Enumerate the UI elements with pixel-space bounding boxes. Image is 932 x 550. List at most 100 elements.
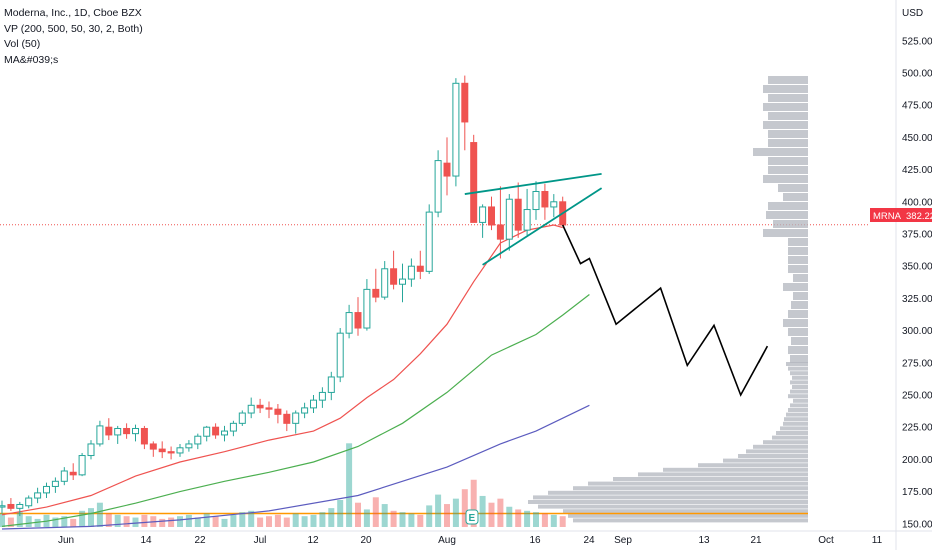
candle-body xyxy=(363,288,371,329)
profile-bar-upper xyxy=(768,202,808,210)
legend-vp[interactable]: VP (200, 500, 50, 30, 2, Both) xyxy=(4,22,143,35)
volume-bar xyxy=(452,498,459,527)
x-tick-label: Sep xyxy=(614,535,632,546)
profile-bar-upper xyxy=(763,103,808,111)
candle-body xyxy=(292,412,300,424)
volume-bar xyxy=(25,516,32,527)
volume-bar xyxy=(301,516,308,527)
candle-body xyxy=(203,426,211,437)
volume-bar xyxy=(52,517,59,527)
profile-bar-lower xyxy=(790,380,808,385)
volume-bar xyxy=(346,443,353,527)
price-label-bg xyxy=(904,208,932,222)
candle-body xyxy=(345,312,353,334)
profile-bar-upper xyxy=(788,247,808,255)
candle-body xyxy=(399,278,406,285)
profile-bar-lower xyxy=(738,454,808,458)
volume-bar xyxy=(470,479,477,527)
candle-body xyxy=(69,471,77,476)
candle-body xyxy=(34,492,42,499)
y-tick-label: 175.00 xyxy=(902,487,932,498)
trendline xyxy=(482,187,603,266)
y-tick-label: 300.00 xyxy=(902,326,932,337)
volume-bar xyxy=(426,505,433,527)
volume-bar xyxy=(274,514,281,527)
x-tick-label: 12 xyxy=(307,535,319,546)
volume-bar xyxy=(541,513,548,527)
candle-body xyxy=(274,408,282,415)
x-tick-label: 20 xyxy=(360,535,372,546)
ma-line-fast xyxy=(1,224,563,516)
profile-bar-upper xyxy=(788,238,808,246)
profile-bar-upper xyxy=(788,256,808,264)
candle-body xyxy=(194,435,202,445)
volume-bar xyxy=(96,502,103,527)
volume-bar xyxy=(266,516,272,527)
volume-bar xyxy=(408,513,415,527)
profile-bar-upper xyxy=(783,283,808,291)
candle-body xyxy=(488,206,495,226)
profile-bar-lower xyxy=(790,389,808,394)
candle-body xyxy=(514,198,522,231)
y-tick-label: 200.00 xyxy=(902,455,932,466)
profile-bar-lower xyxy=(788,366,808,371)
price-label: 382.22 xyxy=(906,211,932,222)
profile-bar-upper xyxy=(773,220,808,228)
profile-bar-lower xyxy=(723,458,808,463)
volume-bar xyxy=(194,517,201,527)
volume-bar xyxy=(239,512,246,527)
profile-bar-upper xyxy=(763,229,808,237)
profile-bar-lower xyxy=(786,362,808,366)
projection-path xyxy=(561,224,769,397)
profile-bar-lower xyxy=(663,467,808,472)
profile-bar-lower xyxy=(776,431,808,435)
x-tick-label: Jul xyxy=(254,535,267,546)
profile-bar-lower xyxy=(793,398,808,403)
profile-bar-lower xyxy=(783,421,808,426)
profile-bar-lower xyxy=(780,426,808,431)
candle-body xyxy=(550,201,558,208)
y-tick-label: 400.00 xyxy=(902,197,932,208)
candle-body xyxy=(496,224,504,240)
volume-bar xyxy=(123,516,130,527)
profile-bar-upper xyxy=(768,157,808,165)
trendline xyxy=(464,173,602,195)
candle-body xyxy=(336,332,344,378)
profile-bar-upper xyxy=(768,76,808,84)
candle-body xyxy=(327,376,335,393)
volume-bar xyxy=(34,518,41,527)
volume-bar xyxy=(310,514,317,527)
y-tick-label: 325.00 xyxy=(902,294,932,305)
candle-body xyxy=(51,480,59,487)
volume-bar xyxy=(292,513,299,527)
profile-bar-lower xyxy=(790,371,808,376)
candle-body xyxy=(416,265,424,272)
volume-bar xyxy=(79,510,86,527)
profile-bar-upper xyxy=(793,292,808,300)
drawings[interactable] xyxy=(464,173,769,397)
earnings-marker[interactable]: E xyxy=(465,509,479,525)
candle-body xyxy=(60,470,68,482)
candle-body xyxy=(167,451,175,454)
profile-bar-upper xyxy=(791,301,808,309)
profile-bar-lower xyxy=(638,472,808,477)
profile-bar-lower xyxy=(786,412,808,417)
volume-bar xyxy=(497,498,504,527)
candle-body xyxy=(256,404,264,409)
legend-vol[interactable]: Vol (50) xyxy=(4,38,41,50)
volume-bar xyxy=(88,508,94,527)
profile-bar-lower xyxy=(573,486,808,491)
profile-bar-lower xyxy=(568,513,808,518)
volume-bar xyxy=(0,513,5,527)
profile-bar-lower xyxy=(788,394,808,399)
profile-bar-lower xyxy=(763,440,808,445)
volume-bar xyxy=(16,512,23,527)
legend-ma[interactable]: MA&#039;s xyxy=(4,53,59,66)
profile-bar-lower xyxy=(548,490,808,495)
legend-title[interactable]: Moderna, Inc., 1D, Cboe BZX xyxy=(4,7,142,19)
volume-bar xyxy=(559,516,566,527)
candle-body xyxy=(425,211,433,272)
profile-bar-lower xyxy=(790,403,808,408)
candle-body xyxy=(229,422,237,432)
